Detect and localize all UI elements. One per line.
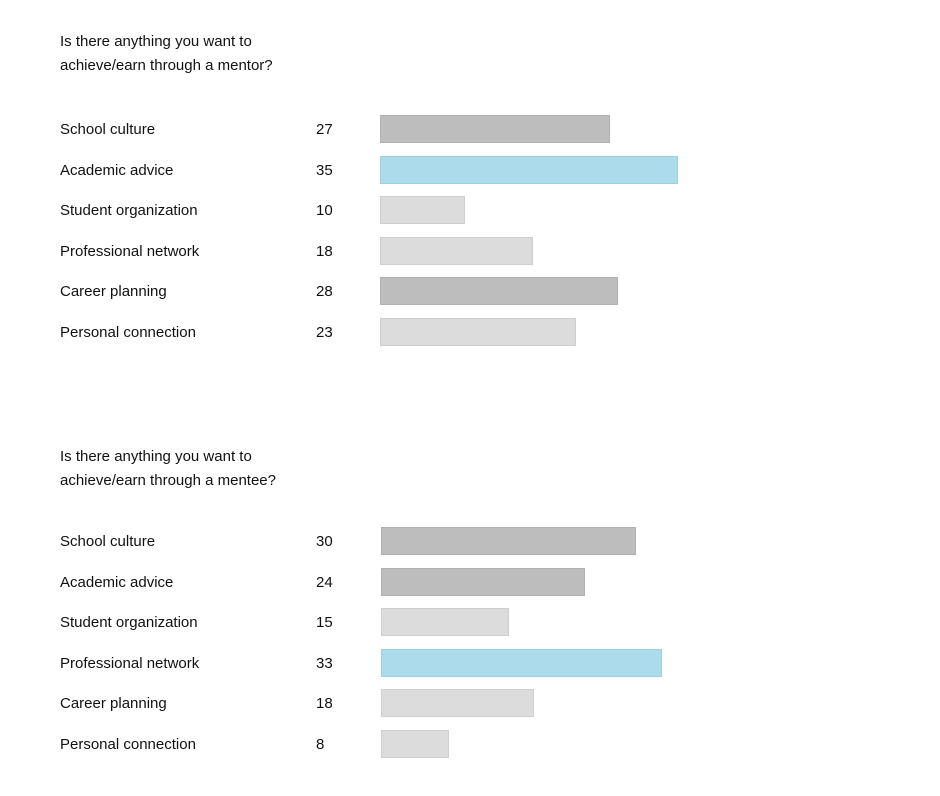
bar-row: Student organization 10 xyxy=(0,196,940,226)
bar xyxy=(380,318,576,346)
value-label: 28 xyxy=(316,283,333,301)
bar xyxy=(381,608,509,637)
category-label: Career planning xyxy=(60,283,167,301)
category-label: Personal connection xyxy=(60,324,196,341)
bar-row: Personal connection 23 xyxy=(0,318,940,348)
chart-title: Is there anything you want to achieve/ea… xyxy=(60,33,273,74)
bar-row: Professional network 18 xyxy=(0,236,940,267)
value-label: 30 xyxy=(316,533,333,550)
chart-title: Is there anything you want to achieve/ea… xyxy=(60,448,276,489)
category-label: Professional network xyxy=(60,654,200,672)
category-label: Student organization xyxy=(60,614,198,632)
bar-row: Personal connection 8 xyxy=(0,730,940,760)
bar-row: Academic advice 24 xyxy=(0,567,940,598)
value-label: 24 xyxy=(316,573,333,591)
value-label: 10 xyxy=(316,202,333,220)
bar xyxy=(380,236,533,265)
category-label: School culture xyxy=(60,533,156,550)
bar xyxy=(380,155,678,184)
value-label: 15 xyxy=(316,614,333,632)
category-label: Career planning xyxy=(60,695,167,713)
bar xyxy=(380,277,618,306)
bar-row: Academic advice 35 xyxy=(0,155,940,186)
bar xyxy=(381,689,534,718)
bar xyxy=(381,567,585,596)
bar-row: Career planning 18 xyxy=(0,689,940,719)
value-label: 8 xyxy=(316,736,325,753)
category-label: School culture xyxy=(60,121,156,138)
bar-row: Student organization 15 xyxy=(0,608,940,638)
bar xyxy=(381,648,662,677)
value-label: 23 xyxy=(316,324,333,341)
bar xyxy=(381,527,636,555)
bar-row: School culture 27 xyxy=(0,115,940,145)
bar-row: Career planning 28 xyxy=(0,277,940,307)
bar-row: Professional network 33 xyxy=(0,648,940,679)
value-label: 35 xyxy=(316,161,333,179)
category-label: Academic advice xyxy=(60,161,174,179)
value-label: 27 xyxy=(316,121,333,138)
bar xyxy=(381,730,449,758)
bar xyxy=(380,115,610,143)
category-label: Academic advice xyxy=(60,573,174,591)
bar-row: School culture 30 xyxy=(0,527,940,557)
category-label: Student organization xyxy=(60,202,198,220)
category-label: Professional network xyxy=(60,242,200,260)
value-label: 18 xyxy=(316,695,333,713)
bar xyxy=(380,196,465,225)
value-label: 33 xyxy=(316,654,333,672)
value-label: 18 xyxy=(316,242,333,260)
category-label: Personal connection xyxy=(60,736,196,753)
